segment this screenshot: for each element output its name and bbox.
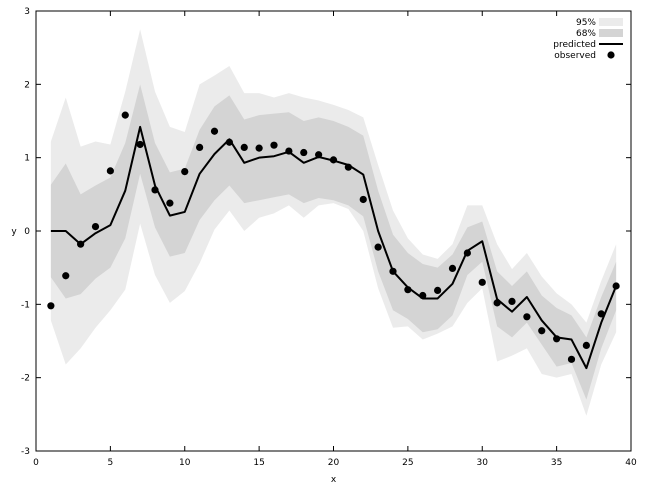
observed-point [285,147,293,155]
observed-point [419,291,427,300]
legend: 95% 68% predicted observed [553,18,623,61]
observed-point [166,199,174,207]
x-tick-label: 15 [253,458,264,468]
x-tick-label: 5 [108,458,114,468]
axes: 0 5 10 15 20 25 30 35 40 -3 -2 -1 0 1 2 3 [21,7,637,468]
x-axis-title: x [331,475,337,485]
observed-point [270,141,278,149]
y-tick-label: -3 [21,447,30,457]
y-tick-label: 0 [24,227,30,237]
x-tick-label: 10 [179,458,191,468]
observed-point [240,143,248,151]
legend-label-observed: observed [554,51,596,61]
observed-point [210,127,219,135]
x-tick-label: 30 [477,458,489,468]
observed-point [106,167,114,175]
observed-point [181,168,189,176]
observed-point [553,335,561,343]
legend-swatch-68 [599,29,623,37]
observed-point [196,143,204,151]
observed-point [151,186,159,194]
observed-point [300,148,308,157]
observed-point [255,144,263,152]
y-tick-label: 3 [24,7,30,17]
legend-label-95: 95% [576,18,596,28]
observed-point [77,240,85,248]
observed-points [47,111,620,363]
x-tick-label: 20 [328,458,340,468]
observed-point [315,151,323,159]
y-axis-title: y [11,227,17,237]
observed-point [612,282,620,290]
y-tick-label: -1 [21,300,30,310]
x-tick-label: 40 [625,458,637,468]
band-68-polygon [50,84,617,400]
observed-point [374,243,382,251]
legend-label-predicted: predicted [553,40,596,50]
band-95-polygon [50,29,617,416]
observed-point [597,310,605,318]
observed-point [463,249,471,257]
observed-point [121,111,129,119]
observed-point [508,297,516,305]
observed-point [62,272,70,280]
legend-label-68: 68% [576,29,596,39]
observed-point [478,278,486,286]
x-tick-label: 25 [402,458,413,468]
observed-point [493,299,501,307]
x-tick-label: 35 [551,458,562,468]
band-68-area [50,84,617,400]
y-tick-label: -2 [21,374,30,384]
observed-point [434,286,442,294]
observed-point [538,327,546,335]
observed-point [225,138,233,146]
observed-point [389,267,397,275]
x-tick-label: 0 [33,458,39,468]
y-tick-label: 2 [24,80,30,90]
observed-point [404,286,412,294]
observed-point [359,195,367,204]
legend-swatch-95 [599,18,623,26]
observed-point [567,355,576,363]
observed-point [47,302,55,310]
observed-point [344,163,352,171]
observed-point [448,264,457,272]
observed-point [329,156,338,164]
observed-point [91,223,100,231]
observed-point [582,341,590,349]
observed-point [523,313,531,321]
legend-swatch-observed [607,51,615,59]
y-tick-label: 1 [24,154,30,164]
band-95-area [50,29,617,416]
observed-point [136,140,144,149]
